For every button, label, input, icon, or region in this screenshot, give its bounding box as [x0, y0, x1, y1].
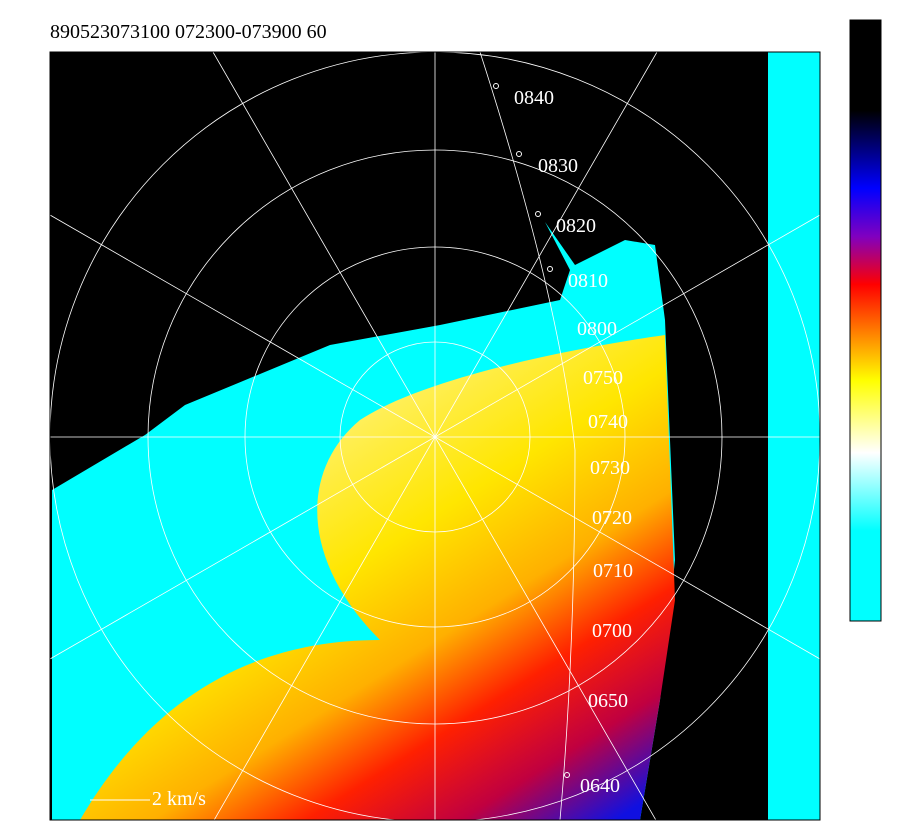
scale-label: 2 km/s [152, 788, 206, 810]
track-label: 0750 [583, 367, 623, 389]
cyan-strip [768, 52, 820, 820]
track-label: 0650 [588, 690, 628, 712]
track-label: 0810 [568, 270, 608, 292]
track-label: 0710 [593, 560, 633, 582]
track-label: 0700 [592, 620, 632, 642]
track-label: 0720 [592, 507, 632, 529]
track-labels: 0840 0830 0820 0810 0800 0750 0740 0730 … [514, 87, 633, 797]
plot-frame [49, 51, 821, 821]
track-label: 0820 [556, 215, 596, 237]
header-title: 890523073100 072300-073900 60 [50, 21, 327, 43]
image-plot [50, 52, 820, 820]
polar-grid [50, 52, 820, 820]
track-label: 0840 [514, 87, 554, 109]
warm-region [80, 335, 675, 820]
track-label: 0640 [580, 775, 620, 797]
track-label: 0730 [590, 457, 630, 479]
track-label: 0740 [588, 411, 628, 433]
track-markers [493, 83, 570, 778]
track-label: 0830 [538, 155, 578, 177]
track-label: 0800 [577, 318, 617, 340]
colorbar [849, 19, 882, 622]
